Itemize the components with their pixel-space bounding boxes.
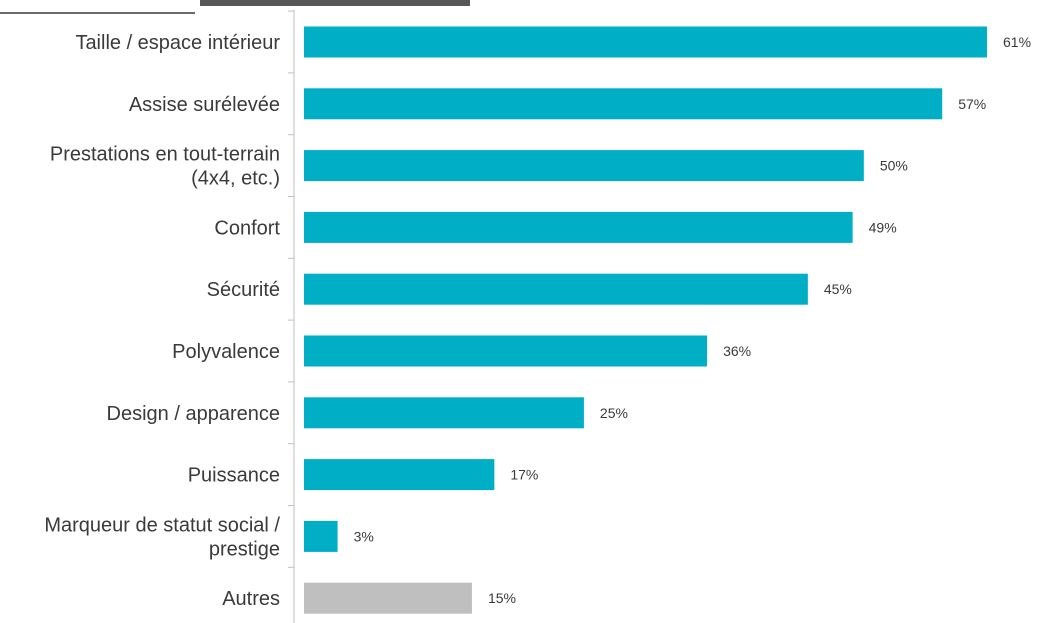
value-label: 15%	[488, 590, 516, 606]
bar	[304, 211, 853, 243]
bar	[304, 273, 808, 305]
category-label: Polyvalence	[172, 341, 280, 363]
bar	[304, 335, 708, 367]
value-label: 17%	[510, 467, 538, 483]
category-label: Puissance	[188, 465, 280, 487]
bars-group	[304, 26, 987, 614]
value-label: 36%	[723, 343, 751, 359]
bar	[304, 582, 472, 614]
category-label: Confort	[214, 217, 280, 239]
value-label: 50%	[880, 158, 908, 174]
category-label: Autres	[222, 588, 280, 610]
value-label: 61%	[1003, 34, 1031, 50]
category-label: Sécurité	[207, 279, 280, 301]
category-label: Taille / espace intérieur	[75, 32, 280, 54]
bar	[304, 520, 338, 552]
category-labels: Taille / espace intérieur Assise surélevé…	[44, 32, 280, 610]
value-label: 49%	[869, 219, 897, 235]
bar	[304, 88, 943, 120]
title-fragment	[0, 0, 470, 14]
category-label: Marqueur de statut social / prestige	[44, 514, 280, 560]
value-labels: 61% 57% 50% 49% 45% 36% 25% 17% 3% 15%	[354, 34, 1031, 606]
category-label: Prestations en tout-terrain (4x4, etc.)	[50, 144, 280, 190]
category-label-line: Sécurité	[207, 279, 280, 301]
bar	[304, 26, 987, 58]
category-label-line: Taille / espace intérieur	[75, 32, 280, 54]
category-label-line: Puissance	[188, 465, 280, 487]
value-label: 3%	[354, 528, 374, 544]
category-label-line: Confort	[214, 217, 280, 239]
value-label: 25%	[600, 405, 628, 421]
value-label: 57%	[958, 96, 986, 112]
y-axis-ticks	[288, 10, 294, 568]
bar	[304, 150, 864, 182]
bar	[304, 397, 584, 429]
category-label-line: Polyvalence	[172, 341, 280, 363]
category-label-line: prestige	[209, 538, 280, 560]
category-label: Assise surélevée	[129, 94, 280, 116]
category-label-line: Assise surélevée	[129, 94, 280, 116]
value-label: 45%	[824, 281, 852, 297]
category-label-line: (4x4, etc.)	[191, 168, 280, 190]
bar	[304, 459, 495, 491]
category-label-line: Marqueur de statut social /	[44, 514, 280, 536]
category-label-line: Prestations en tout-terrain	[50, 144, 280, 166]
category-label: Design / apparence	[107, 403, 280, 425]
category-label-line: Design / apparence	[107, 403, 280, 425]
category-label-line: Autres	[222, 588, 280, 610]
